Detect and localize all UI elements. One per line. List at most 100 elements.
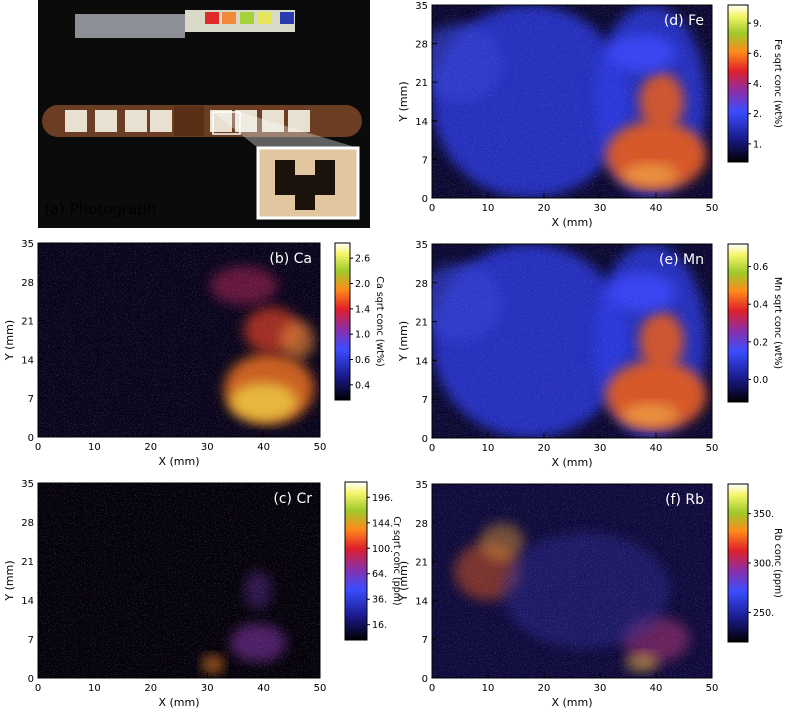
- y-tick-label: 21: [415, 78, 428, 89]
- x-tick-label: 0: [429, 203, 435, 214]
- photo-label: (a) Photograph: [44, 200, 156, 218]
- colorbar-label: Cr sqrt conc (ppm): [391, 516, 402, 605]
- x-tick-label: 40: [257, 683, 270, 694]
- swatch: [240, 12, 254, 24]
- swatch: [205, 12, 219, 24]
- colorbar-tick-label: 0.6: [753, 262, 768, 273]
- x-axis-label: X (mm): [158, 696, 199, 709]
- map-panel: 0 10 20 30 40 50 0 7 14 21 28 35 X (mm) Y (mm) (d) Fe 1…: [397, 1, 783, 229]
- object-center: [174, 106, 204, 136]
- colorbar-tick-label: 6.: [753, 49, 762, 60]
- y-tick-label: 14: [415, 596, 428, 607]
- colorbar-tick-label: 144.: [372, 518, 393, 529]
- map-panel: 0 10 20 30 40 50 0 7 14 21 28 35 X (mm) Y (mm) (c) Cr 1…: [3, 479, 402, 709]
- x-axis-label: X (mm): [551, 696, 592, 709]
- colorbar: [334, 242, 351, 401]
- y-tick-label: 0: [28, 433, 34, 444]
- pattern: [210, 110, 232, 132]
- colorbar-tick-label: 2.: [753, 109, 762, 120]
- x-tick-label: 20: [538, 203, 551, 214]
- x-tick-label: 50: [706, 683, 719, 694]
- colorbar-tick-label: 1.0: [355, 330, 370, 341]
- heatmap-noise: [432, 484, 712, 678]
- map-panel: 0 10 20 30 40 50 0 7 14 21 28 35 X (mm) Y (mm) (f) Rb 2…: [397, 480, 783, 709]
- colorbar-tick-label: 2.6: [355, 254, 370, 265]
- heatmap-noise: [38, 243, 320, 437]
- x-tick-label: 10: [482, 203, 495, 214]
- y-axis-label: Y (mm): [3, 320, 16, 361]
- y-tick-label: 28: [415, 40, 428, 51]
- color-chart: [75, 14, 185, 38]
- y-tick-label: 7: [422, 635, 428, 646]
- panel-label: (b) Ca: [269, 251, 312, 267]
- x-axis-label: X (mm): [551, 456, 592, 469]
- map-panel: 0 10 20 30 40 50 0 7 14 21 28 35 X (mm) Y (mm) (b) Ca 0…: [3, 239, 385, 468]
- heatmap-noise: [432, 5, 712, 198]
- colorbar-tick-label: 0.4: [355, 380, 370, 391]
- plot-frame: [37, 482, 321, 679]
- colorbar-tick-label: 0.6: [355, 355, 370, 366]
- colorbar-label: Mn sqrt conc (wt%): [772, 277, 783, 369]
- x-tick-label: 10: [88, 683, 101, 694]
- zoom-pattern: [275, 160, 335, 210]
- colorbar-tick-label: 2.0: [355, 279, 370, 290]
- pattern: [125, 110, 147, 132]
- colorbar-tick-label: 9.: [753, 19, 762, 30]
- x-tick-label: 0: [429, 683, 435, 694]
- pattern: [262, 110, 284, 132]
- colorbar-label: Fe sqrt conc (wt%): [772, 39, 783, 128]
- y-tick-label: 0: [422, 194, 428, 205]
- colorbar: [727, 4, 749, 163]
- y-tick-label: 35: [415, 240, 428, 251]
- x-tick-label: 40: [650, 443, 663, 454]
- pattern: [288, 110, 310, 132]
- x-tick-label: 40: [650, 203, 663, 214]
- panel-label: (d) Fe: [664, 13, 704, 29]
- heatmap-noise: [432, 244, 712, 438]
- colorbar-tick-label: 100.: [372, 544, 393, 555]
- y-tick-label: 0: [422, 434, 428, 445]
- y-tick-label: 28: [21, 278, 34, 289]
- y-tick-label: 28: [415, 279, 428, 290]
- y-tick-label: 7: [28, 394, 34, 405]
- y-tick-label: 35: [415, 480, 428, 491]
- plot-frame: [37, 242, 321, 438]
- colorbar-tick-label: 64.: [372, 569, 387, 580]
- heatmap: [38, 483, 320, 678]
- colorbar-label: Rb conc (ppm): [772, 528, 783, 598]
- zoom-box: [212, 111, 241, 135]
- x-tick-label: 30: [594, 203, 607, 214]
- x-tick-label: 50: [706, 443, 719, 454]
- y-tick-label: 28: [415, 519, 428, 530]
- map-panel: 0 10 20 30 40 50 0 7 14 21 28 35 X (mm) Y (mm) (e) Mn 0…: [397, 240, 783, 469]
- colorbar-tick-label: 350.: [753, 509, 774, 520]
- y-tick-label: 35: [21, 479, 34, 490]
- colorbar-tick-label: 0.2: [753, 337, 768, 348]
- heatmap: [432, 5, 712, 198]
- colorbar-tick-label: 196.: [372, 493, 393, 504]
- x-tick-label: 50: [314, 442, 327, 453]
- colorbar: [727, 483, 749, 643]
- y-tick-label: 28: [21, 518, 34, 529]
- x-tick-label: 30: [201, 683, 214, 694]
- x-tick-label: 0: [35, 683, 41, 694]
- x-tick-label: 10: [482, 683, 495, 694]
- colorbar-tick-label: 1.4: [355, 304, 370, 315]
- x-tick-label: 0: [35, 442, 41, 453]
- y-tick-label: 21: [21, 317, 34, 328]
- x-tick-label: 50: [314, 683, 327, 694]
- plot-frame: [431, 243, 713, 439]
- panel-label: (c) Cr: [273, 491, 312, 507]
- y-tick-label: 35: [415, 1, 428, 12]
- x-tick-label: 0: [429, 443, 435, 454]
- x-tick-label: 10: [88, 442, 101, 453]
- plot-frame: [431, 483, 713, 679]
- panel-label: (e) Mn: [659, 252, 704, 268]
- pattern: [65, 110, 87, 132]
- colorbar: [727, 243, 749, 403]
- colorbar-tick-label: 16.: [372, 620, 387, 631]
- y-tick-label: 21: [415, 318, 428, 329]
- x-axis-label: X (mm): [158, 455, 199, 468]
- swatch: [258, 12, 272, 24]
